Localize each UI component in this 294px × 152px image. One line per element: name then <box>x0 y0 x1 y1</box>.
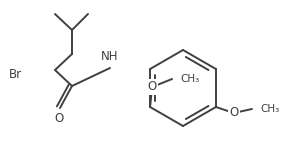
Text: Br: Br <box>9 69 22 81</box>
Text: O: O <box>148 81 157 93</box>
Text: CH₃: CH₃ <box>180 74 199 84</box>
Text: NH: NH <box>101 50 119 64</box>
Text: O: O <box>229 107 238 119</box>
Text: O: O <box>54 112 64 125</box>
Text: CH₃: CH₃ <box>260 104 279 114</box>
